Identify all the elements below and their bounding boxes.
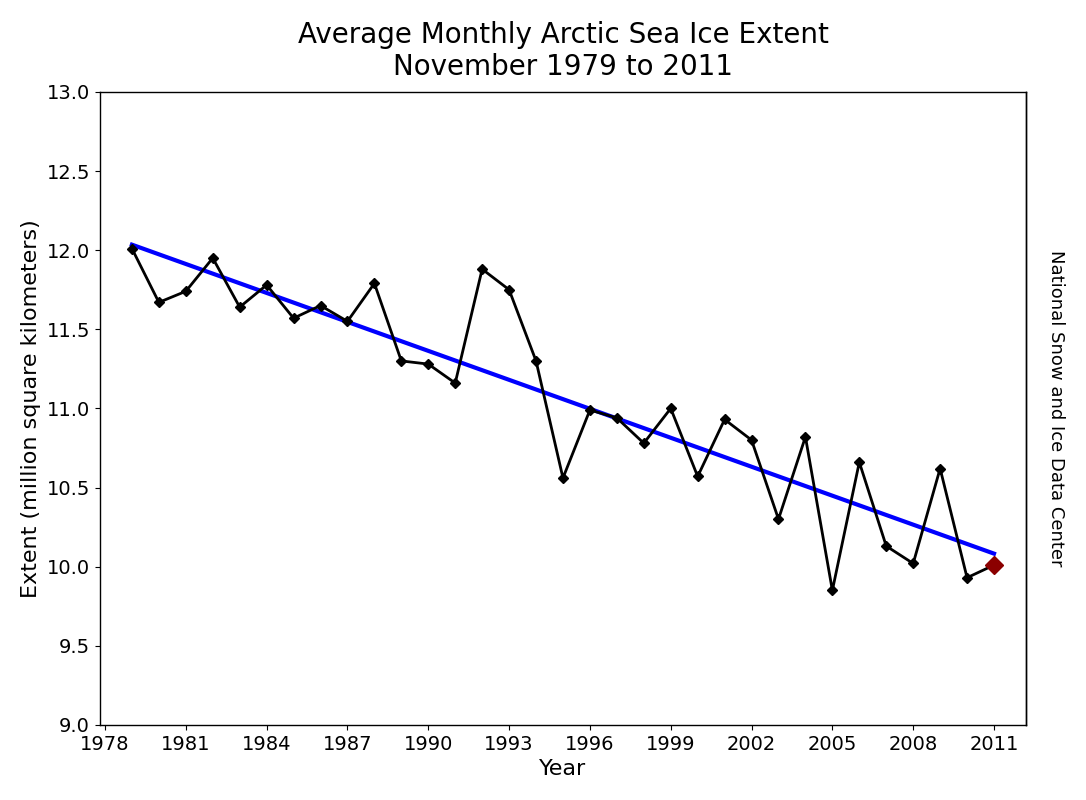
Y-axis label: Extent (million square kilometers): Extent (million square kilometers) [21, 219, 41, 598]
X-axis label: Year: Year [540, 759, 586, 779]
Title: Average Monthly Arctic Sea Ice Extent
November 1979 to 2011: Average Monthly Arctic Sea Ice Extent No… [298, 21, 829, 82]
Y-axis label: National Snow and Ice Data Center: National Snow and Ice Data Center [1047, 250, 1065, 566]
